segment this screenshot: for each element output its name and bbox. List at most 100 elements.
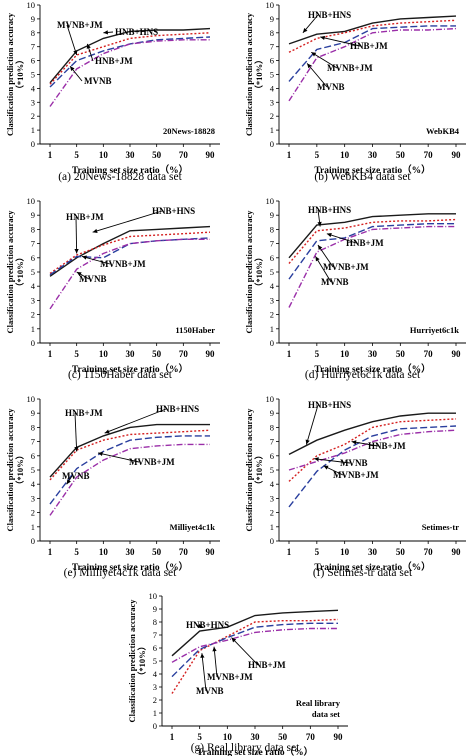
y-tick-label: 1 [31,125,35,135]
series-label: MVNB+JM [207,672,253,682]
x-tick-label: 90 [206,547,216,557]
series-label: HNB+JM [66,212,104,222]
series-label-arrow [313,458,351,464]
y-tick-label: 3 [31,493,35,503]
panel-f: 0 1 2 3 4 5 6 7 8 9 10 1 5 10 30 50 70 90 Classification p… [244,394,466,579]
series-label-arrow [305,404,319,445]
x-tick-label: 70 [424,150,434,160]
y-axis-label: Classification prediction accuracy [5,210,15,334]
series-label-arrow [74,412,78,452]
series-line-hnb-hns [288,15,457,45]
y-tick-label: 7 [31,239,35,249]
series-label: HNB+JM [346,238,384,248]
x-tick-label: 1 [48,349,53,359]
x-tick-label: 50 [396,150,406,160]
y-tick-label: 5 [31,267,35,277]
x-tick-label: 1 [170,732,175,742]
x-tick-label: 1 [287,349,292,359]
y-tick-label: 3 [31,97,35,107]
y-axis-label-unit: （*10%） [15,451,25,489]
y-axis-label-unit: （*10%） [254,451,264,489]
series-label-arrowhead [98,451,103,457]
y-tick-label: 2 [270,111,274,121]
series-label-arrowhead [103,30,109,35]
y-axis-label-unit: （*10%） [254,55,264,93]
x-tick-label: 1 [287,547,292,557]
y-tick-label: 2 [153,695,157,705]
series-label-arrow [315,256,332,283]
series-label: MVNB [196,686,224,696]
x-tick-label: 10 [340,547,350,557]
y-tick-label: 4 [270,281,275,291]
series-label: HNB+HNS [308,205,351,215]
x-tick-label: 30 [126,150,136,160]
y-tick-label: 2 [31,310,35,320]
series-label-arrowhead [307,63,312,69]
series-label: HNB+JM [65,408,103,418]
y-tick-label: 2 [270,508,274,518]
y-tick-label: 3 [31,295,35,305]
y-tick-label: 3 [270,493,274,503]
panel-b: 0 1 2 3 4 5 6 7 8 9 10 1 5 10 30 50 70 90 Classification p… [244,0,466,183]
series-label: HNB+HNS [186,620,229,630]
x-tick-label: 90 [452,349,462,359]
y-tick-label: 10 [266,394,275,404]
x-axis-label: Training set size ratio（%） [314,561,430,573]
x-axis-label: Training set size ratio（%） [72,363,188,375]
series-label-arrowhead [92,228,98,233]
y-tick-label: 7 [31,437,35,447]
x-tick-label: 70 [179,150,189,160]
y-tick-label: 6 [31,451,35,461]
series-label: HNB+HNS [152,206,195,216]
series-label: MVNB+JM [327,63,373,73]
y-tick-label: 4 [31,281,36,291]
y-tick-label: 1 [153,708,157,718]
inner-label: Real library [296,698,341,708]
series-line-mvnb [171,627,338,663]
series-line-mvnb-jm [49,435,210,505]
series-label-arrow [213,646,218,678]
series-line-mvnb-jm [288,222,456,280]
x-tick-label: 5 [74,150,79,160]
series-line-mvnb-jm [49,237,211,276]
x-tick-label: 70 [424,349,434,359]
y-tick-label: 0 [31,139,35,149]
y-tick-label: 2 [31,508,35,518]
y-axis-label: Classification prediction accuracy [5,12,15,136]
y-tick-label: 1 [31,522,35,532]
series-label-arrowhead [104,429,110,434]
x-tick-label: 50 [152,150,162,160]
series-line-mvnb-jm [288,425,457,508]
inner-label: 1150Haber [175,325,215,335]
series-line-hnb-hns [49,423,210,478]
series-label: MVNB [340,458,368,468]
series-label: MVNB [321,277,349,287]
y-tick-label: 6 [270,56,274,66]
series-label-arrow [231,637,259,666]
y-axis-label-unit: （*10%） [254,253,264,291]
x-tick-label: 90 [206,349,216,359]
series-label: HNB+HNS [115,27,158,37]
series-label-arrowhead [320,35,326,41]
x-tick-label: 5 [315,547,320,557]
inner-label: Milliyet4c1k [170,522,216,532]
y-tick-label: 0 [153,721,157,731]
series-label-arrow [311,51,338,69]
x-tick-label: 90 [452,150,462,160]
y-tick-label: 3 [153,682,157,692]
series-line-mvnb [288,429,457,471]
inner-label: Setimes-tr [422,522,460,532]
panel-g: 0 1 2 3 4 5 6 7 8 9 10 1 5 10 30 50 70 90 Classification p… [127,591,348,756]
series-line-hnb-jm [49,32,211,85]
y-tick-label: 1 [31,324,35,334]
series-label: MVNB [84,76,112,86]
y-tick-label: 4 [31,83,36,93]
series-label-arrowhead [200,653,205,658]
series-label: MVNB [317,82,345,92]
x-tick-label: 10 [99,547,109,557]
y-tick-label: 1 [270,125,274,135]
series-label-arrowhead [198,623,203,628]
series-label: MVNB+JM [100,259,146,269]
series-label-arrowhead [86,43,91,49]
x-tick-label: 50 [152,547,162,557]
